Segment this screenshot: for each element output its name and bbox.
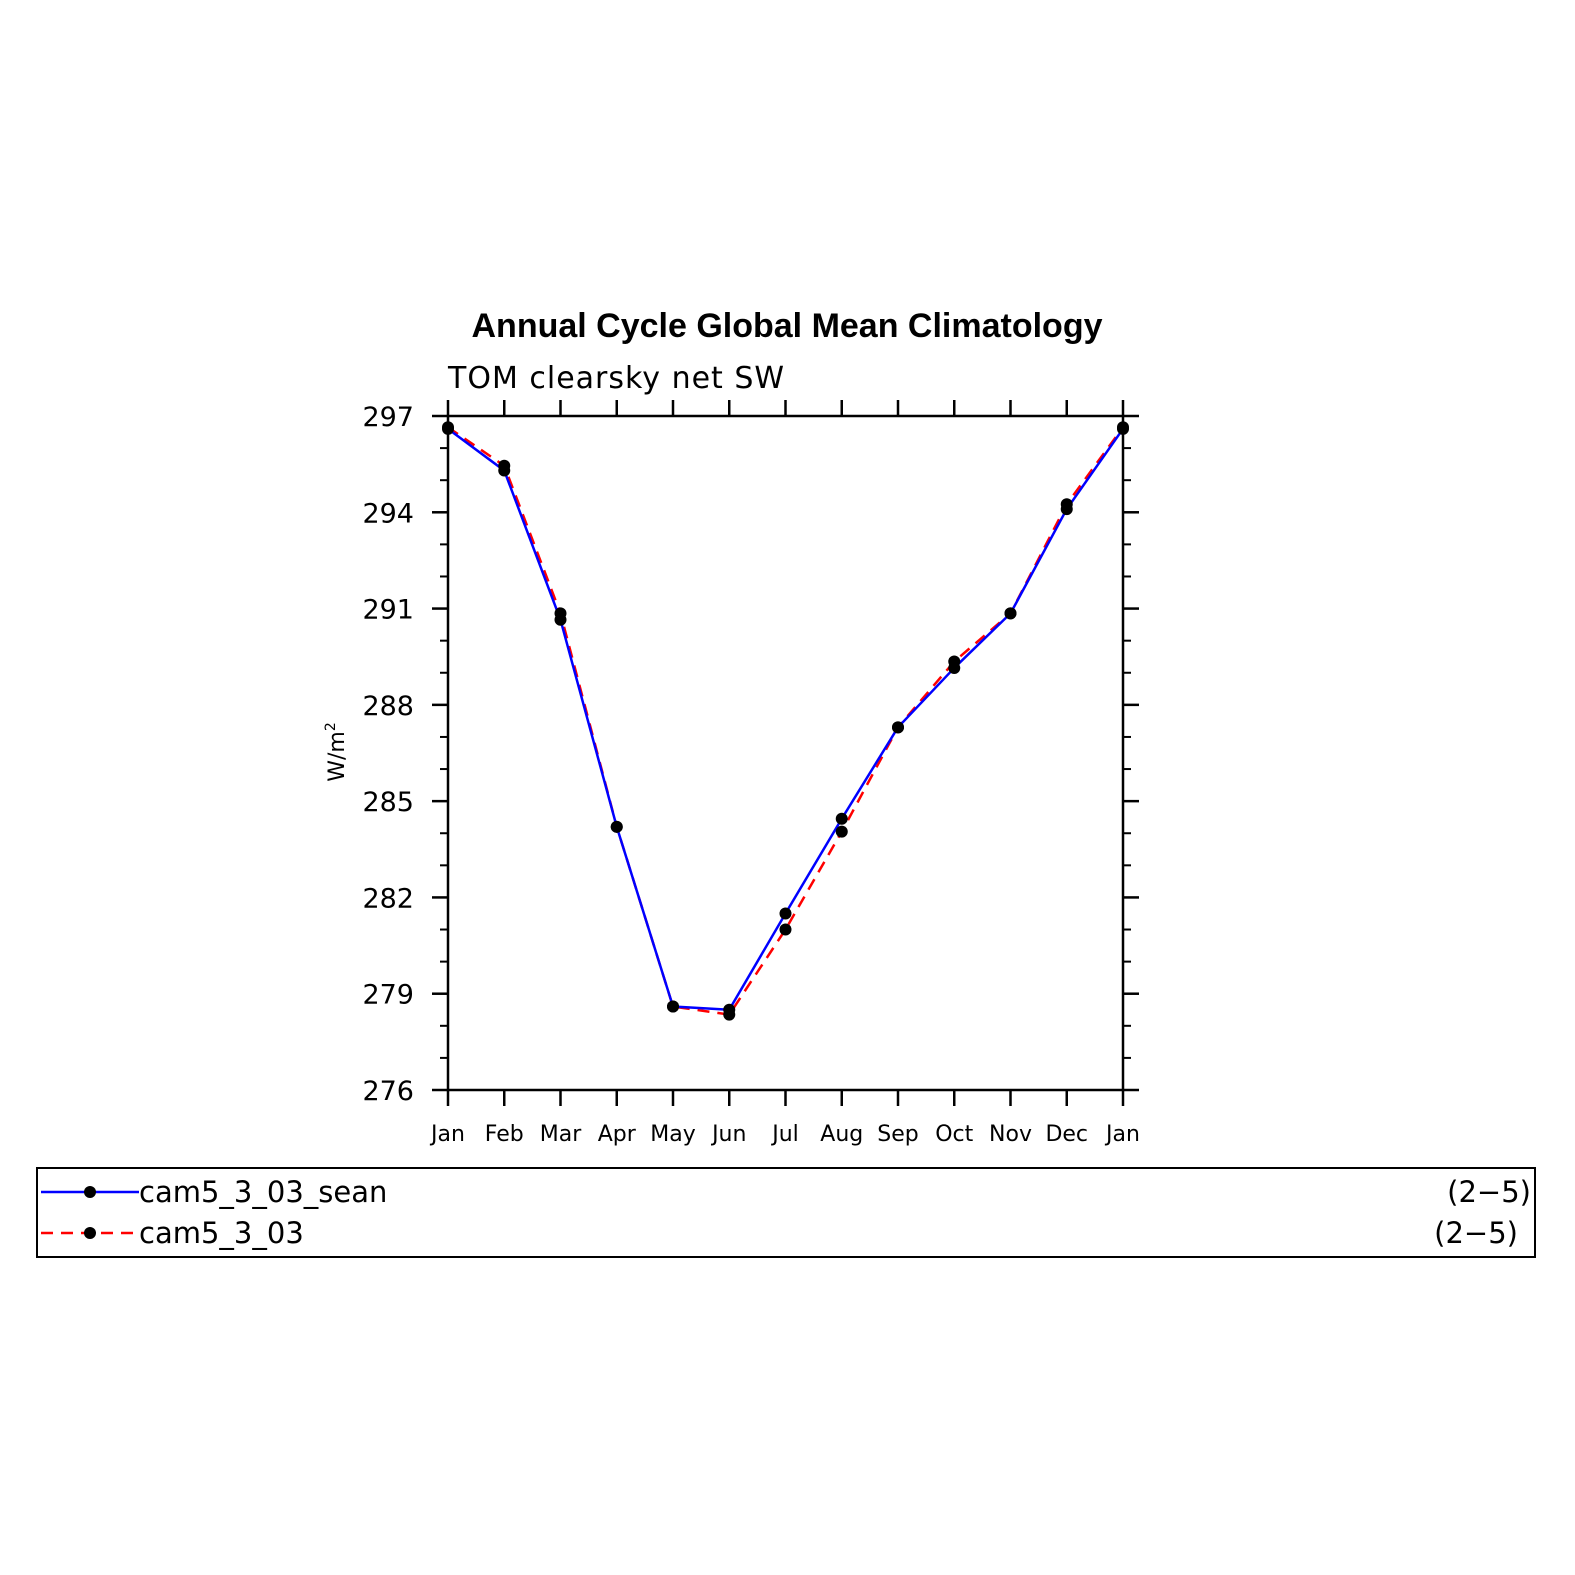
data-point-cam5_3_03 <box>779 923 792 936</box>
x-tick-label: Jan <box>429 1122 465 1147</box>
legend-marker-2 <box>84 1227 96 1239</box>
x-tick-label: Sep <box>877 1122 918 1147</box>
data-point-cam5_3_03_sean <box>723 1003 736 1016</box>
data-point-cam5_3_03_sean <box>1004 607 1017 620</box>
data-point-cam5_3_03_sean <box>610 820 623 833</box>
y-tick-label: 291 <box>362 595 414 626</box>
plot-axes: 276 279 282 285 288 291 294 297 Jan Feb Mar Apr May J… <box>362 400 1140 1147</box>
legend-label-1: cam5_3_03_sean <box>139 1175 387 1209</box>
data-point-cam5_3_03_sean <box>498 464 511 477</box>
y-tick-label: 288 <box>362 691 414 722</box>
y-axis-label: W/m2 <box>323 722 350 782</box>
data-point-cam5_3_03_sean <box>779 907 792 920</box>
x-tick-label: Feb <box>485 1122 524 1147</box>
x-tick-label: Nov <box>989 1122 1032 1147</box>
x-tick-label: Aug <box>820 1122 863 1147</box>
data-point-cam5_3_03_sean <box>442 422 454 435</box>
legend-note-2: (2−5) <box>1434 1216 1518 1250</box>
x-tick-label: Dec <box>1045 1122 1088 1147</box>
y-axis-label-text: W/m <box>325 731 350 782</box>
y-tick-label: 294 <box>362 498 414 529</box>
legend-note-1: (2−5) <box>1447 1175 1531 1209</box>
x-tick-label: Jun <box>710 1122 746 1147</box>
legend: cam5_3_03_sean (2−5) cam5_3_03 (2−5) <box>36 1167 1536 1258</box>
x-tick-label: Mar <box>540 1122 582 1147</box>
x-tick-label: May <box>650 1122 695 1147</box>
data-point-cam5_3_03_sean <box>892 721 904 734</box>
legend-box <box>36 1167 1536 1258</box>
x-tick-label: Jan <box>1104 1122 1140 1147</box>
y-tick-label: 285 <box>362 787 414 818</box>
x-tick-label: Apr <box>598 1122 637 1147</box>
plot-frame <box>446 414 1125 1092</box>
chart-title: Annual Cycle Global Mean Climatology <box>472 307 1103 345</box>
data-point-cam5_3_03_sean <box>1117 422 1129 435</box>
y-tick-label: 297 <box>362 402 414 433</box>
data-point-cam5_3_03_sean <box>554 613 567 626</box>
legend-item-1: cam5_3_03_sean (2−5) <box>41 1175 1531 1209</box>
chart-subtitle: TOM clearsky net SW <box>447 361 785 396</box>
data-point-cam5_3_03_sean <box>1060 503 1073 516</box>
data-point-cam5_3_03_sean <box>948 661 961 674</box>
x-tick-label: Oct <box>935 1122 973 1147</box>
legend-marker-1 <box>84 1186 96 1198</box>
data-point-cam5_3_03_sean <box>835 812 848 825</box>
legend-label-2: cam5_3_03 <box>139 1216 304 1250</box>
series-layer <box>442 421 1129 1021</box>
y-tick-label: 279 <box>362 980 414 1011</box>
y-tick-label: 276 <box>362 1076 414 1107</box>
data-point-cam5_3_03_sean <box>667 1000 679 1013</box>
legend-item-2: cam5_3_03 (2−5) <box>41 1216 1518 1250</box>
x-tick-label: Jul <box>770 1122 799 1147</box>
y-tick-label: 282 <box>362 883 414 914</box>
data-point-cam5_3_03 <box>835 825 848 838</box>
series-line-cam5_3_03_sean <box>447 427 1125 1012</box>
y-axis-label-superscript: 2 <box>323 722 339 731</box>
